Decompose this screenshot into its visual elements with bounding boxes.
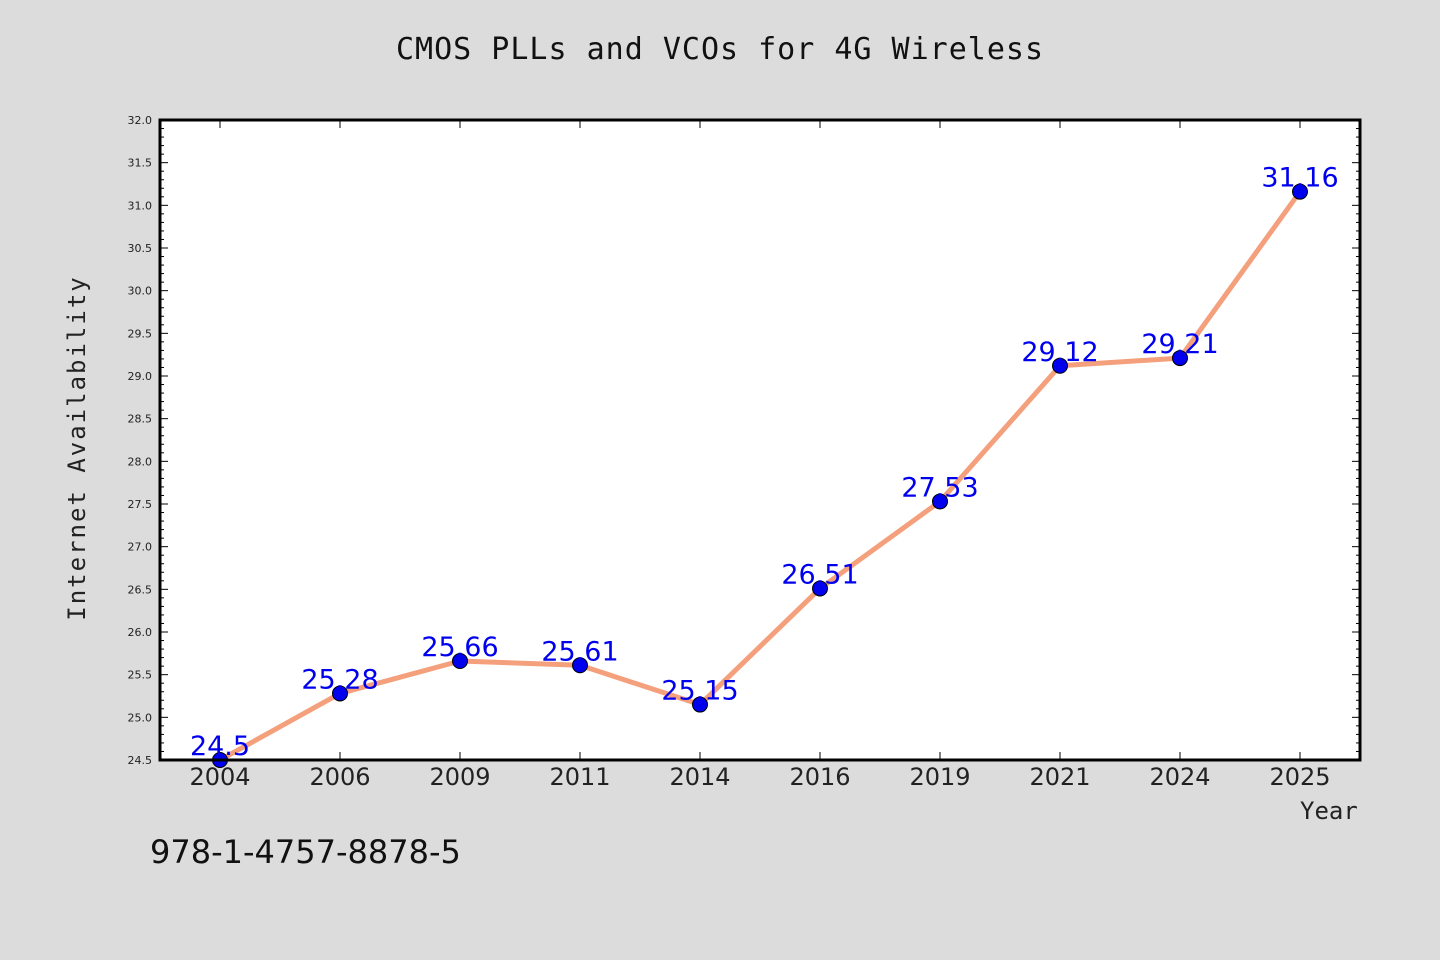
x-tick-label: 2024 — [1149, 763, 1210, 791]
data-point — [1292, 183, 1308, 200]
x-tick-label: 2014 — [669, 763, 730, 791]
data-label: 26.51 — [781, 559, 858, 590]
y-tick-label: 24.5 — [128, 754, 153, 767]
data-point — [932, 493, 948, 510]
y-tick-label: 27.0 — [128, 541, 153, 554]
y-tick-label: 29.5 — [128, 327, 153, 340]
isbn-text: 978-1-4757-8878-5 — [150, 833, 461, 871]
y-tick-label: 26.5 — [128, 583, 153, 596]
y-tick-label: 26.0 — [128, 626, 153, 639]
y-tick-label: 28.0 — [128, 455, 153, 468]
data-point — [452, 653, 468, 670]
plot-area — [160, 120, 1360, 760]
x-tick-label: 2011 — [549, 763, 610, 791]
y-tick-label: 25.5 — [128, 669, 153, 682]
data-label: 29.21 — [1141, 329, 1218, 360]
chart-title: CMOS PLLs and VCOs for 4G Wireless — [395, 32, 1045, 67]
y-tick-label: 31.5 — [128, 157, 153, 170]
y-tick-label: 28.5 — [128, 413, 153, 426]
y-tick-label: 30.0 — [128, 285, 153, 298]
y-tick-label: 29.0 — [128, 370, 153, 383]
x-tick-label: 2006 — [309, 763, 370, 791]
plot-frame — [158, 118, 1362, 762]
y-tick-label: 32.0 — [128, 114, 153, 127]
y-tick-label: 25.0 — [128, 711, 153, 724]
data-label: 25.28 — [301, 664, 378, 695]
data-label: 27.53 — [901, 472, 978, 503]
y-tick-label: 27.5 — [128, 498, 153, 511]
y-tick-label: 30.5 — [128, 242, 153, 255]
data-point — [692, 696, 708, 713]
data-label: 25.15 — [661, 676, 738, 707]
data-point — [572, 657, 588, 674]
x-tick-label: 2016 — [789, 763, 850, 791]
x-tick-label: 2009 — [429, 763, 490, 791]
y-tick-label: 31.0 — [128, 199, 153, 212]
data-point — [1052, 357, 1068, 374]
data-point — [812, 580, 828, 597]
x-tick-label: 2021 — [1029, 763, 1090, 791]
data-label: 25.66 — [421, 632, 498, 663]
series-line — [217, 189, 1303, 763]
data-label: 31.16 — [1261, 163, 1338, 194]
data-label: 24.5 — [190, 731, 250, 762]
data-point — [332, 685, 348, 702]
data-label: 25.61 — [541, 636, 618, 667]
data-label: 29.12 — [1021, 337, 1098, 368]
data-point — [1172, 350, 1188, 367]
x-axis-label: Year — [1300, 797, 1358, 825]
x-tick-label: 2025 — [1269, 763, 1330, 791]
x-tick-label: 2019 — [909, 763, 970, 791]
